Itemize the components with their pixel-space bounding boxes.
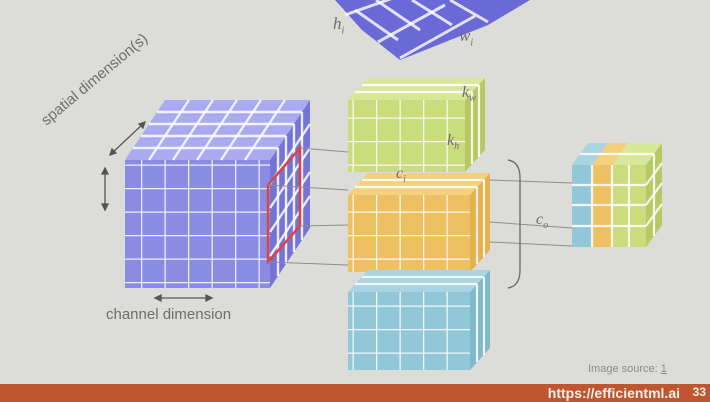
spatial-dimension-arrows (100, 120, 147, 212)
connection-lines (267, 147, 573, 266)
input-feature-map-cube (125, 99, 311, 288)
slide-footer-bar: https://efficientml.ai 33 (0, 384, 710, 402)
kernel-cube-blue (348, 270, 490, 370)
output-feature-map-cube (572, 143, 663, 247)
kernel-group-brace (507, 159, 521, 289)
channel-dimension-arrow (153, 293, 214, 303)
kernel-cube-orange (348, 173, 490, 272)
image-source-caption: Image source: 1 (588, 363, 667, 375)
input-channels-label: ci (396, 165, 406, 186)
input-width-label: wi (459, 26, 474, 49)
kernel-cube-green (348, 78, 485, 172)
kernel-height-label: kh (447, 132, 460, 153)
output-channels-label: co (536, 211, 549, 232)
slide-number: 33 (692, 385, 706, 399)
channel-dimension-label: channel dimension (106, 306, 232, 323)
output-weight-grid (335, 0, 530, 60)
footer-url: https://efficientml.ai (547, 385, 680, 401)
input-height-label: hi (333, 14, 345, 37)
image-source-link[interactable]: 1 (660, 363, 667, 375)
kernel-width-label: kw (462, 84, 476, 105)
